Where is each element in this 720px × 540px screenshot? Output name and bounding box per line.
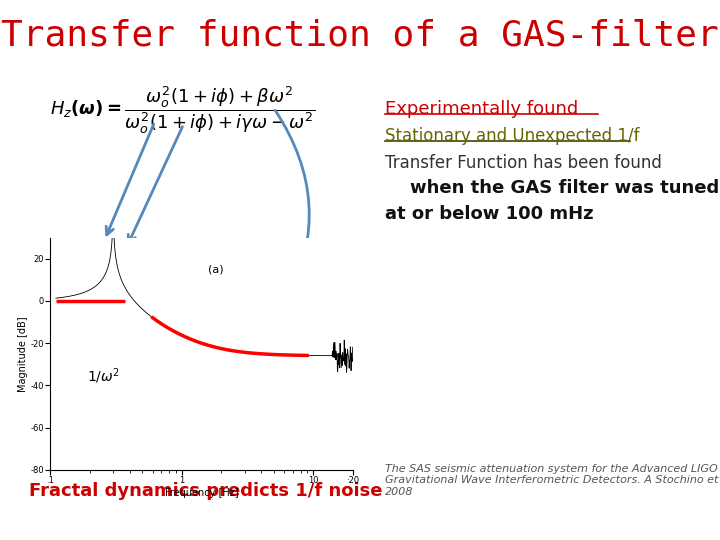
Text: The SAS seismic attenuation system for the Advanced LIGO
Gravitational Wave Inte: The SAS seismic attenuation system for t… [385, 464, 720, 497]
Text: Stationary and Unexpected 1/f: Stationary and Unexpected 1/f [385, 127, 639, 145]
X-axis label: Frequency [Hz]: Frequency [Hz] [165, 488, 238, 498]
Text: Experimentally found: Experimentally found [385, 100, 578, 118]
Text: Transfer function of a GAS-filter: Transfer function of a GAS-filter [1, 19, 719, 53]
Text: when the GAS filter was tuned: when the GAS filter was tuned [385, 179, 719, 197]
Text: Transfer Function has been found: Transfer Function has been found [385, 154, 662, 172]
Y-axis label: Magnitude [dB]: Magnitude [dB] [18, 316, 28, 392]
Text: at or below 100 mHz: at or below 100 mHz [385, 205, 594, 223]
Text: $\boldsymbol{H_z(\omega) = \dfrac{\omega_o^2(1+i\phi)+\beta\omega^2}{\omega_o^2(: $\boldsymbol{H_z(\omega) = \dfrac{\omega… [50, 84, 315, 136]
Text: $1/\omega^2$: $1/\omega^2$ [86, 367, 120, 386]
Text: (a): (a) [207, 265, 223, 274]
Text: Fractal dynamics predicts 1/f noise: Fractal dynamics predicts 1/f noise [29, 482, 382, 500]
